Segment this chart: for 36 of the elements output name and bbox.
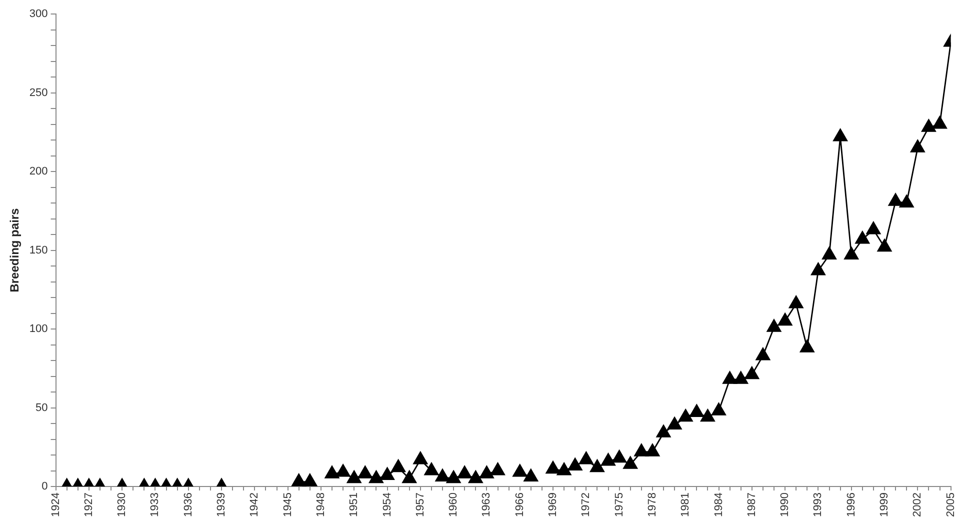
x-tick-label: 1978 — [646, 492, 658, 518]
x-tick-label: 1936 — [182, 492, 194, 518]
x-tick-label: 1984 — [712, 492, 725, 518]
x-tick-label: 1957 — [414, 492, 426, 518]
y-tick-label: 50 — [36, 402, 48, 414]
x-tick-label: 1990 — [779, 492, 792, 518]
y-tick-label: 0 — [42, 480, 48, 493]
x-tick-label: 1924 — [50, 492, 62, 518]
x-tick-label: 1942 — [248, 492, 261, 518]
x-tick-label: 1966 — [514, 492, 526, 518]
x-tick-label: 1951 — [348, 492, 360, 518]
y-tick-label: 250 — [29, 86, 48, 99]
y-axis-title: Breeding pairs — [8, 208, 22, 292]
x-tick-label: 1987 — [746, 492, 758, 518]
x-tick-label: 1927 — [82, 492, 95, 518]
x-tick-label: 1993 — [812, 492, 824, 518]
x-tick-label: 1999 — [878, 492, 891, 518]
x-tick-label: 1948 — [314, 492, 327, 518]
x-tick-label: 1933 — [149, 492, 162, 518]
x-tick-label: 1945 — [282, 492, 294, 518]
y-tick-label: 100 — [29, 323, 48, 336]
x-tick-label: 2005 — [944, 492, 957, 518]
x-tick-label: 1960 — [448, 492, 460, 518]
y-tick-label: 200 — [29, 166, 48, 178]
x-tick-label: 1954 — [381, 492, 394, 518]
y-tick-label: 300 — [29, 8, 48, 20]
x-tick-label: 1972 — [580, 492, 592, 518]
x-tick-label: 1969 — [547, 492, 560, 518]
x-tick-label: 1963 — [480, 492, 493, 518]
x-tick-label: 1996 — [845, 492, 858, 518]
x-tick-label: 1981 — [680, 492, 692, 518]
x-tick-label: 2002 — [912, 492, 924, 518]
x-tick-label: 1975 — [613, 492, 626, 518]
y-tick-label: 150 — [29, 244, 48, 256]
x-tick-label: 1930 — [116, 492, 128, 518]
x-tick-label: 1939 — [216, 492, 228, 518]
